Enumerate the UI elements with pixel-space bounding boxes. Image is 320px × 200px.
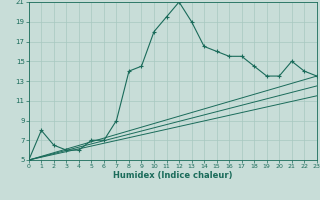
X-axis label: Humidex (Indice chaleur): Humidex (Indice chaleur)	[113, 171, 233, 180]
